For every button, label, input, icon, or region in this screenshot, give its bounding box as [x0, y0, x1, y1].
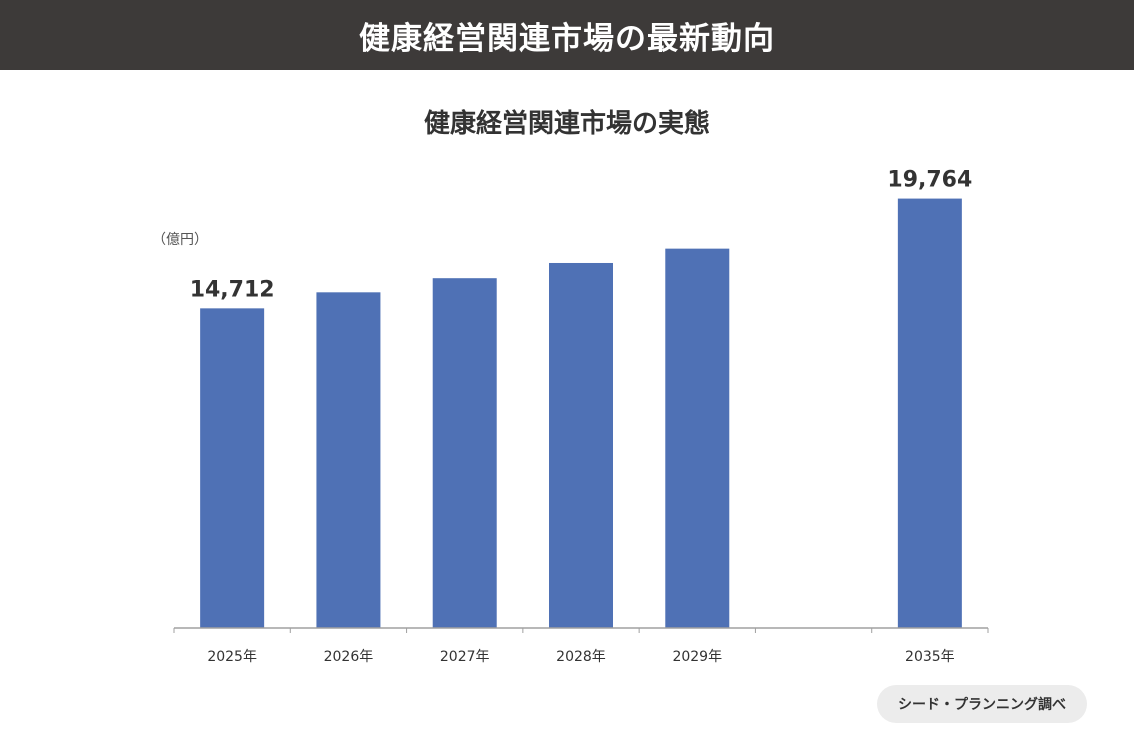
x-tick-label: 2025年	[207, 649, 257, 665]
x-tick-label: 2026年	[324, 649, 374, 665]
bar	[316, 292, 381, 628]
chart-title: 健康経営関連市場の実態	[423, 109, 710, 139]
data-label: 19,764	[887, 168, 972, 193]
page-header: 健康経営関連市場の最新動向	[0, 0, 1134, 70]
y-axis-unit-label: （億円）	[152, 232, 208, 248]
bar	[432, 278, 497, 628]
bar	[897, 198, 962, 628]
x-tick-label: 2027年	[440, 649, 490, 665]
source-text: シード・プランニング調べ	[898, 697, 1066, 713]
x-tick-label: 2029年	[672, 649, 722, 665]
bar	[200, 308, 265, 628]
x-tick-label: 2028年	[556, 649, 606, 665]
x-tick-label: 2035年	[905, 649, 955, 665]
bar	[549, 262, 613, 628]
source-badge: シード・プランニング調べ	[877, 685, 1087, 723]
data-label: 14,712	[190, 277, 275, 302]
bar	[665, 248, 730, 628]
page-title: 健康経営関連市場の最新動向	[359, 20, 775, 57]
